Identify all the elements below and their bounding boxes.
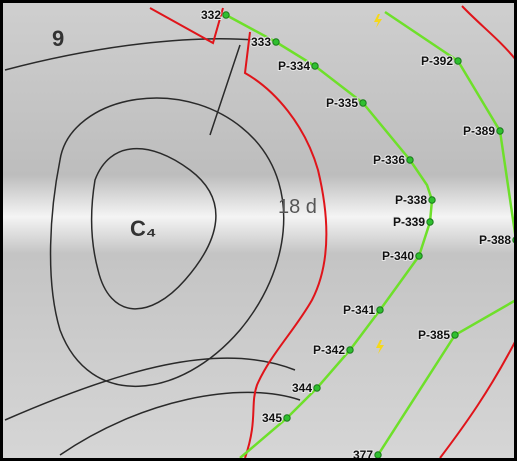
survey-point	[415, 252, 423, 260]
survey-point	[311, 62, 319, 70]
labels: 9 C₄ 18 d 332 333 P-334 P-335 P-336 P-338 P-339 P-…	[52, 7, 517, 461]
point-label: 344	[292, 381, 312, 395]
point-label: 332	[201, 8, 221, 22]
boundary	[439, 339, 517, 459]
point-label: P-388	[479, 233, 511, 247]
point-label: P-342	[313, 343, 345, 357]
contour	[90, 148, 217, 310]
survey-point	[454, 57, 462, 65]
point-label: P-341	[343, 303, 375, 317]
inner-line	[225, 13, 434, 459]
point-label: 333	[251, 35, 271, 49]
contour	[49, 97, 285, 388]
point-label: P-392	[421, 54, 453, 68]
boundary	[461, 5, 517, 61]
boundary	[243, 31, 328, 459]
point-label: P-339	[393, 215, 425, 229]
contour	[4, 357, 301, 456]
survey-point	[374, 451, 382, 459]
survey-point	[451, 331, 459, 339]
survey-point	[376, 306, 384, 314]
survey-point	[283, 414, 291, 422]
point-label: P-389	[463, 124, 495, 138]
region-label: 18 d	[278, 196, 317, 218]
boundary	[149, 7, 224, 45]
survey-point	[359, 99, 367, 107]
parcel-line	[4, 38, 256, 136]
region-label: C₄	[130, 216, 156, 241]
survey-point	[222, 11, 230, 19]
contour-lines	[4, 38, 301, 456]
survey-point	[346, 346, 354, 354]
survey-point	[272, 38, 280, 46]
survey-point	[406, 156, 414, 164]
survey-point	[313, 384, 321, 392]
point-label: P-385	[418, 328, 450, 342]
point-label: P-338	[395, 193, 427, 207]
region-label: 9	[52, 26, 64, 51]
point-label: P-340	[382, 249, 414, 263]
survey-point	[496, 127, 504, 135]
point-label: 345	[262, 411, 282, 425]
boundary-lines	[149, 5, 517, 459]
point-label: P-334	[278, 59, 310, 73]
survey-point	[428, 196, 436, 204]
point-label: P-335	[326, 96, 358, 110]
survey-point	[426, 218, 434, 226]
point-label: 377	[353, 448, 373, 461]
point-label: P-336	[373, 153, 405, 167]
